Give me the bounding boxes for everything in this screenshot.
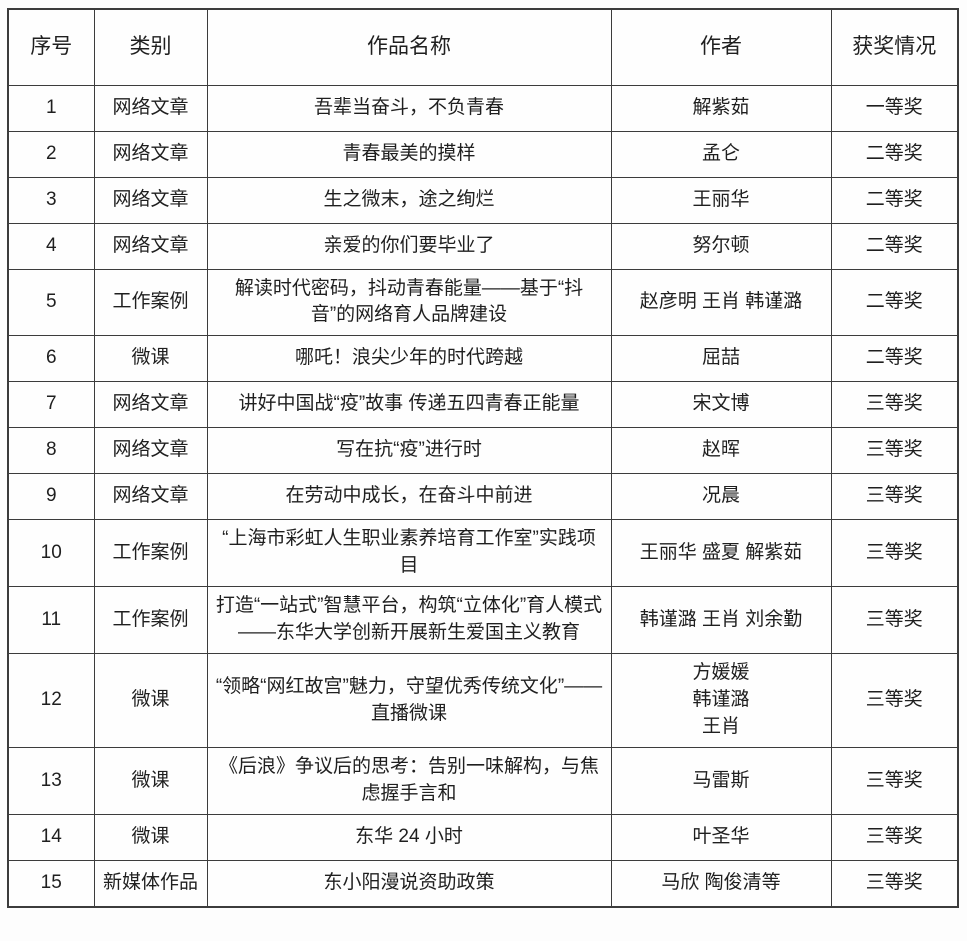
cell-author: 叶圣华 [610, 814, 832, 862]
cell-award-status: 三等奖 [830, 473, 959, 521]
cell-award-status: 二等奖 [830, 268, 959, 337]
cell-category: 网络文章 [93, 176, 208, 224]
table-row: 9 网络文章 在劳动中成长，在奋斗中前进 况晨 三等奖 [7, 473, 959, 521]
table-row: 4 网络文章 亲爱的你们要毕业了 努尔顿 二等奖 [7, 222, 959, 270]
header-row: 序号 类别 作品名称 作者 获奖情况 [7, 8, 959, 86]
cell-serial-number: 14 [7, 814, 95, 862]
cell-category: 网络文章 [93, 130, 208, 178]
cell-author: 况晨 [610, 473, 832, 521]
cell-award-status: 三等奖 [830, 427, 959, 475]
table-row: 10 工作案例 “上海市彩虹人生职业素养培育工作室”实践项目 王丽华 盛夏 解紫… [7, 519, 959, 588]
table-row: 1 网络文章 吾辈当奋斗，不负青春 解紫茹 一等奖 [7, 84, 959, 132]
cell-serial-number: 5 [7, 268, 95, 337]
cell-author: 马欣 陶俊清等 [610, 860, 832, 908]
cell-serial-number: 3 [7, 176, 95, 224]
cell-author: 马雷斯 [610, 747, 832, 816]
table-row: 12 微课 “领略“网红故宫”魅力，守望优秀传统文化”——直播微课 方媛媛 韩谨… [7, 653, 959, 749]
cell-work-title: “上海市彩虹人生职业素养培育工作室”实践项目 [206, 519, 612, 588]
cell-author: 韩谨潞 王肖 刘余勤 [610, 586, 832, 655]
cell-award-status: 三等奖 [830, 747, 959, 816]
cell-author: 王丽华 [610, 176, 832, 224]
table-row: 5 工作案例 解读时代密码，抖动青春能量——基于“抖音”的网络育人品牌建设 赵彦… [7, 268, 959, 337]
header-category: 类别 [93, 8, 208, 86]
cell-category: 网络文章 [93, 84, 208, 132]
cell-serial-number: 15 [7, 860, 95, 908]
cell-author: 努尔顿 [610, 222, 832, 270]
cell-category: 工作案例 [93, 586, 208, 655]
cell-work-title: 哪吒！浪尖少年的时代跨越 [206, 335, 612, 383]
cell-serial-number: 13 [7, 747, 95, 816]
table-row: 2 网络文章 青春最美的摸样 孟仑 二等奖 [7, 130, 959, 178]
header-award-status: 获奖情况 [830, 8, 959, 86]
cell-work-title: 《后浪》争议后的思考：告别一味解构，与焦虑握手言和 [206, 747, 612, 816]
table-row: 8 网络文章 写在抗“疫”进行时 赵晖 三等奖 [7, 427, 959, 475]
cell-award-status: 一等奖 [830, 84, 959, 132]
cell-category: 微课 [93, 814, 208, 862]
cell-category: 工作案例 [93, 268, 208, 337]
cell-serial-number: 12 [7, 653, 95, 749]
cell-serial-number: 11 [7, 586, 95, 655]
cell-author: 赵晖 [610, 427, 832, 475]
cell-author: 方媛媛 韩谨潞 王肖 [610, 653, 832, 749]
cell-category: 网络文章 [93, 473, 208, 521]
cell-author: 孟仑 [610, 130, 832, 178]
cell-work-title: 打造“一站式”智慧平台，构筑“立体化”育人模式——东华大学创新开展新生爱国主义教… [206, 586, 612, 655]
cell-work-title: 解读时代密码，抖动青春能量——基于“抖音”的网络育人品牌建设 [206, 268, 612, 337]
cell-serial-number: 10 [7, 519, 95, 588]
cell-serial-number: 6 [7, 335, 95, 383]
cell-work-title: 在劳动中成长，在奋斗中前进 [206, 473, 612, 521]
cell-award-status: 三等奖 [830, 653, 959, 749]
cell-category: 微课 [93, 653, 208, 749]
cell-award-status: 三等奖 [830, 860, 959, 908]
header-work-title: 作品名称 [206, 8, 612, 86]
cell-serial-number: 7 [7, 381, 95, 429]
cell-work-title: 吾辈当奋斗，不负青春 [206, 84, 612, 132]
cell-work-title: 东华 24 小时 [206, 814, 612, 862]
cell-work-title: 写在抗“疫”进行时 [206, 427, 612, 475]
header-serial-number: 序号 [7, 8, 95, 86]
cell-award-status: 三等奖 [830, 814, 959, 862]
cell-serial-number: 9 [7, 473, 95, 521]
cell-serial-number: 8 [7, 427, 95, 475]
cell-work-title: “领略“网红故宫”魅力，守望优秀传统文化”——直播微课 [206, 653, 612, 749]
cell-author: 解紫茹 [610, 84, 832, 132]
cell-serial-number: 2 [7, 130, 95, 178]
cell-work-title: 东小阳漫说资助政策 [206, 860, 612, 908]
cell-work-title: 讲好中国战“疫”故事 传递五四青春正能量 [206, 381, 612, 429]
cell-author: 赵彦明 王肖 韩谨潞 [610, 268, 832, 337]
cell-author: 王丽华 盛夏 解紫茹 [610, 519, 832, 588]
cell-author: 宋文博 [610, 381, 832, 429]
cell-award-status: 二等奖 [830, 130, 959, 178]
cell-serial-number: 4 [7, 222, 95, 270]
cell-category: 工作案例 [93, 519, 208, 588]
cell-work-title: 生之微末，途之绚烂 [206, 176, 612, 224]
cell-author: 屈喆 [610, 335, 832, 383]
cell-category: 网络文章 [93, 381, 208, 429]
cell-work-title: 亲爱的你们要毕业了 [206, 222, 612, 270]
cell-award-status: 三等奖 [830, 586, 959, 655]
cell-serial-number: 1 [7, 84, 95, 132]
table-row: 11 工作案例 打造“一站式”智慧平台，构筑“立体化”育人模式——东华大学创新开… [7, 586, 959, 655]
table-row: 3 网络文章 生之微末，途之绚烂 王丽华 二等奖 [7, 176, 959, 224]
cell-category: 新媒体作品 [93, 860, 208, 908]
cell-category: 微课 [93, 335, 208, 383]
cell-work-title: 青春最美的摸样 [206, 130, 612, 178]
cell-award-status: 二等奖 [830, 335, 959, 383]
table-row: 14 微课 东华 24 小时 叶圣华 三等奖 [7, 814, 959, 862]
cell-award-status: 二等奖 [830, 176, 959, 224]
cell-award-status: 三等奖 [830, 381, 959, 429]
cell-award-status: 二等奖 [830, 222, 959, 270]
cell-category: 网络文章 [93, 222, 208, 270]
table-row: 6 微课 哪吒！浪尖少年的时代跨越 屈喆 二等奖 [7, 335, 959, 383]
cell-category: 网络文章 [93, 427, 208, 475]
table-row: 15 新媒体作品 东小阳漫说资助政策 马欣 陶俊清等 三等奖 [7, 860, 959, 908]
header-author: 作者 [610, 8, 832, 86]
table-row: 7 网络文章 讲好中国战“疫”故事 传递五四青春正能量 宋文博 三等奖 [7, 381, 959, 429]
awards-table: 序号 类别 作品名称 作者 获奖情况 1 网络文章 吾辈当奋斗，不负青春 解紫茹… [7, 8, 959, 908]
table-row: 13 微课 《后浪》争议后的思考：告别一味解构，与焦虑握手言和 马雷斯 三等奖 [7, 747, 959, 816]
cell-award-status: 三等奖 [830, 519, 959, 588]
cell-category: 微课 [93, 747, 208, 816]
